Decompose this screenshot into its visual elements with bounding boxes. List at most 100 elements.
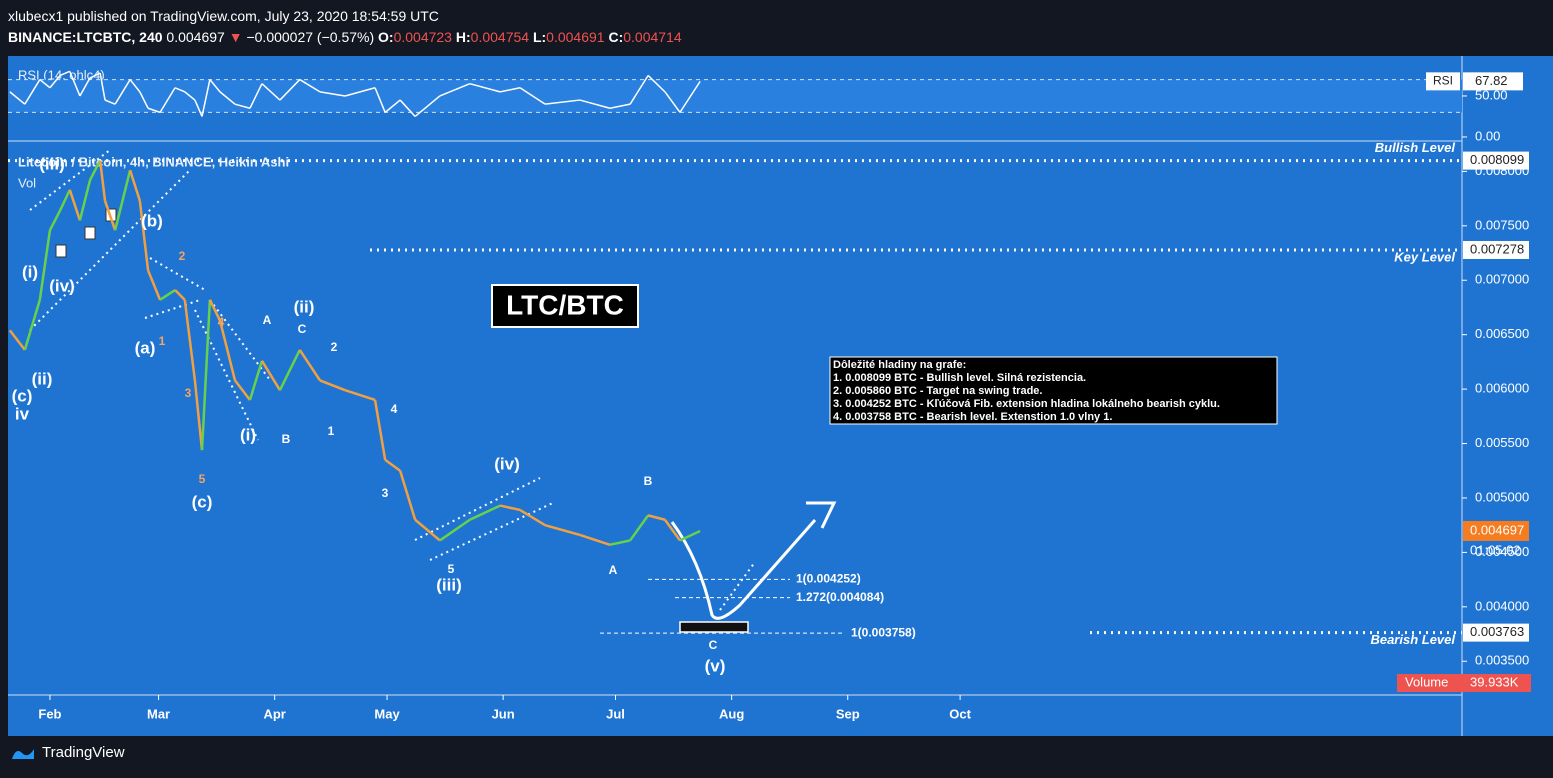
series-segment <box>218 320 237 381</box>
forecast-curve <box>670 519 817 620</box>
series-segment <box>193 380 204 451</box>
volume-tag-bg <box>1397 674 1531 692</box>
series-segment <box>414 518 441 542</box>
series-segment <box>68 189 82 221</box>
series-segment <box>664 91 681 113</box>
series-segment <box>200 299 212 451</box>
level-name: Bullish Level <box>1375 140 1456 155</box>
series-segment <box>174 87 186 93</box>
wave-label: 3 <box>185 386 192 400</box>
series-segment <box>48 210 62 231</box>
series-segment <box>139 91 149 109</box>
y-tick-label: 0.004500 <box>1475 544 1529 559</box>
level-tag-bg <box>1463 623 1529 642</box>
y-tick-label: 0.007000 <box>1475 272 1529 287</box>
series-segment <box>344 389 376 402</box>
series-segment <box>184 91 196 101</box>
main-legend: Litecoin / Bitcoin, 4h, BINANCE, Heikin … <box>18 154 289 169</box>
wave-label: iv <box>15 404 30 423</box>
forecast-arrow <box>806 501 837 529</box>
brand: TradingView <box>42 744 125 761</box>
series-segment <box>679 80 701 113</box>
series-segment <box>647 74 666 93</box>
level-tag: 0.003763 <box>1470 624 1524 639</box>
trend-line <box>29 149 111 211</box>
x-tick-label: Sep <box>836 706 860 721</box>
c-label: C: <box>608 29 624 45</box>
wave-label: (iii) <box>39 154 65 173</box>
series-segment <box>647 514 666 521</box>
watermark: LTC/BTC <box>506 289 624 320</box>
series-segment <box>219 91 236 105</box>
y-tick-label: 0.006000 <box>1475 381 1529 396</box>
countdown: 01:05:02 <box>1470 542 1521 557</box>
footer: TradingView <box>10 744 125 761</box>
x-tick-label: Jun <box>492 706 515 721</box>
series-segment <box>609 539 631 546</box>
trend-line <box>144 299 201 319</box>
series-segment <box>159 289 176 301</box>
series-segment <box>384 99 401 113</box>
wave-label: 3 <box>382 486 389 500</box>
l-label: L: <box>532 29 547 45</box>
note-line: Dôležité hladiny na grafe: <box>833 359 966 371</box>
notes-box <box>829 356 1278 425</box>
wave-label: (c) <box>192 492 213 511</box>
series-segment <box>579 99 611 109</box>
o-value: 0.004723 <box>393 29 452 45</box>
x-tick-label: Jul <box>606 706 625 721</box>
series-segment <box>78 179 92 221</box>
wave-label: (i) <box>22 262 38 281</box>
y-tick-label: 0.005500 <box>1475 435 1529 450</box>
rsi-tag-bg <box>1426 72 1460 91</box>
rsi-value: 67.82 <box>1475 73 1508 88</box>
fib-label: 1(0.003758) <box>851 625 916 639</box>
series-segment <box>298 349 322 382</box>
wave-label: (iv) <box>49 276 75 295</box>
series-segment <box>398 470 417 521</box>
series-segment <box>194 99 203 117</box>
trend-line <box>149 257 206 291</box>
symbol: BINANCE:LTCBTC, 240 <box>8 29 163 45</box>
series-segment <box>374 87 386 113</box>
wave-label: A <box>263 313 272 327</box>
series-segment <box>209 79 221 93</box>
series-segment <box>500 87 521 93</box>
wave-label: A <box>609 563 618 577</box>
series-segment <box>69 71 81 97</box>
fib-label: 1(0.004252) <box>796 572 861 586</box>
series-segment <box>98 160 107 201</box>
note-line: 2. 0.005860 BTC - Target na swing trade. <box>833 385 1042 397</box>
wave-label: (iii) <box>436 575 462 594</box>
last: 0.004697 <box>166 29 225 45</box>
series-segment <box>261 83 281 101</box>
wave-label: 4 <box>218 315 225 329</box>
wave-label: B <box>282 432 291 446</box>
marker <box>84 226 96 240</box>
series-segment <box>373 399 387 461</box>
series-segment <box>49 74 61 89</box>
series-segment <box>439 82 471 97</box>
wave-label: (v) <box>705 656 726 675</box>
rsi-tick-label: 0.00 <box>1475 128 1500 143</box>
series-segment <box>609 103 631 110</box>
wave-label: C <box>709 638 718 652</box>
volume-value: 39.933K <box>1470 674 1519 689</box>
series-segment <box>9 91 26 105</box>
y-tick-label: 0.006500 <box>1475 326 1529 341</box>
arrow: ▼ <box>228 29 243 45</box>
series-segment <box>629 514 650 542</box>
chart: LTC/BTC RSI (14, ohlc4) Litecoin / Bitco… <box>8 56 1553 736</box>
x-tick-label: Aug <box>719 706 744 721</box>
level-tag: 0.008099 <box>1470 152 1524 167</box>
series-segment <box>248 360 264 401</box>
series-segment <box>414 95 441 118</box>
series-segment <box>278 349 301 391</box>
trend-line <box>194 309 259 441</box>
wave-label: (ii) <box>294 297 315 316</box>
x-tick-label: Oct <box>949 706 971 721</box>
level-tag-bg <box>1463 240 1529 259</box>
watermark-box <box>491 284 639 328</box>
level-tag-bg <box>1463 151 1529 170</box>
wave-label: 1 <box>328 424 335 438</box>
